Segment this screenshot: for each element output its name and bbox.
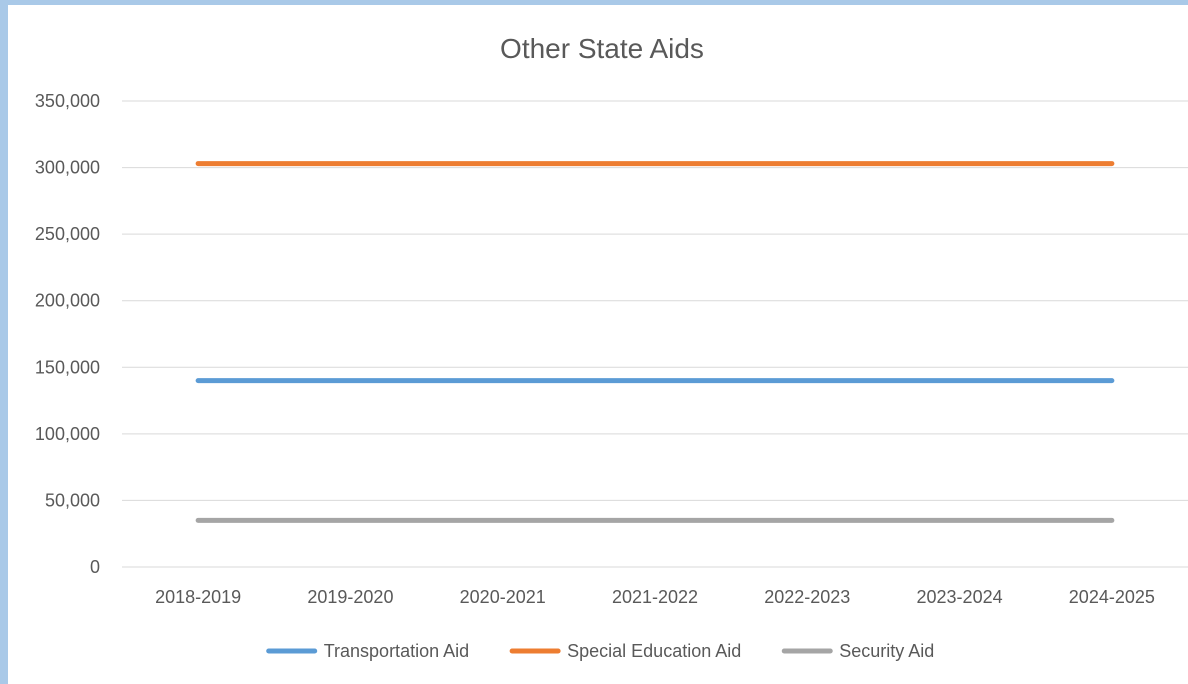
y-axis-ticks: 0 50,000 100,000 150,000 200,000 250,000 300,0…	[35, 91, 100, 577]
legend: Transportation Aid Special Education Aid S…	[266, 641, 934, 661]
x-tick-label: 2023-2024	[917, 587, 1003, 607]
legend-label: Transportation Aid	[324, 641, 469, 661]
y-tick-label: 0	[90, 557, 100, 577]
y-tick-label: 250,000	[35, 224, 100, 244]
y-tick-label: 200,000	[35, 291, 100, 311]
gridlines	[122, 100, 1188, 568]
y-tick-label: 350,000	[35, 91, 100, 111]
y-tick-label: 50,000	[45, 490, 100, 510]
chart-title: Other State Aids	[500, 33, 704, 64]
x-tick-label: 2019-2020	[307, 587, 393, 607]
chart-frame: Other State Aids 0 50,000 100,000 150,000 20…	[8, 5, 1188, 684]
x-tick-label: 2022-2023	[764, 587, 850, 607]
line-chart: Other State Aids 0 50,000 100,000 150,000 20…	[35, 33, 1188, 661]
x-tick-label: 2024-2025	[1069, 587, 1155, 607]
x-tick-label: 2020-2021	[460, 587, 546, 607]
x-tick-label: 2018-2019	[155, 587, 241, 607]
legend-label: Special Education Aid	[567, 641, 741, 661]
x-tick-label: 2021-2022	[612, 587, 698, 607]
y-tick-label: 150,000	[35, 357, 100, 377]
legend-label: Security Aid	[839, 641, 934, 661]
y-tick-label: 100,000	[35, 424, 100, 444]
x-axis-ticks: 2018-2019 2019-2020 2020-2021 2021-2022 2022…	[155, 587, 1155, 607]
series-lines	[195, 161, 1115, 523]
y-tick-label: 300,000	[35, 158, 100, 178]
